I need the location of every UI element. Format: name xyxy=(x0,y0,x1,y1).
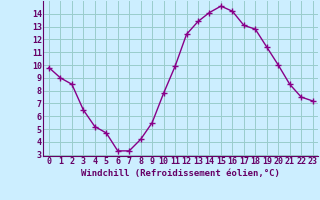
X-axis label: Windchill (Refroidissement éolien,°C): Windchill (Refroidissement éolien,°C) xyxy=(81,169,280,178)
